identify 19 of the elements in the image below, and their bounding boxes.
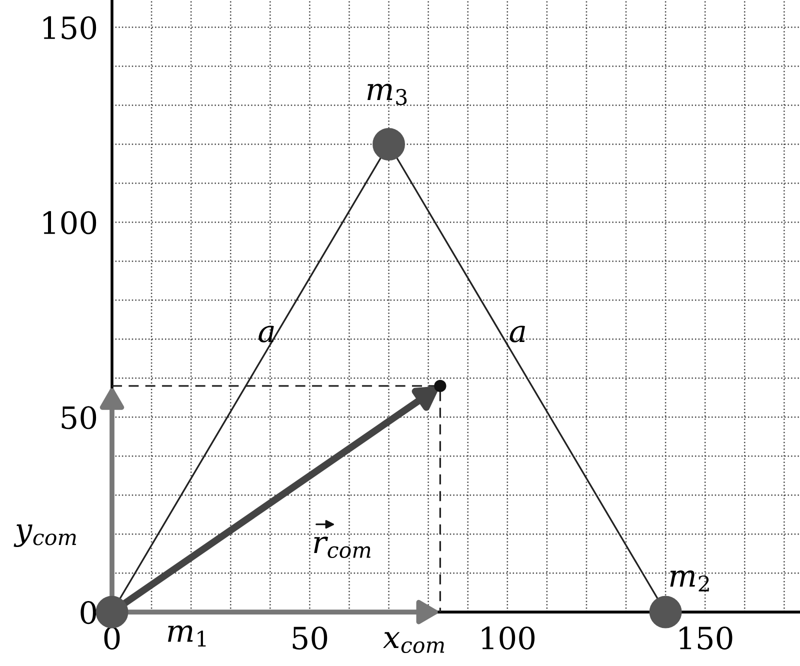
y-tick-label: 50: [62, 406, 96, 430]
x-tick-label: 50: [292, 626, 328, 650]
text: y$_{com}$: [14, 524, 76, 548]
annotation: a: [510, 326, 525, 342]
text: x$_{com}$: [383, 632, 444, 654]
annotation: m$_{3}$: [368, 84, 407, 106]
annotation: m$_{2}$: [670, 570, 709, 592]
point: [649, 596, 682, 628]
x-tick-label: 100: [482, 626, 535, 650]
y-tick-label: 150: [44, 16, 96, 40]
y-tick-label: 0: [80, 600, 96, 624]
text: m$_{1}$: [168, 625, 206, 646]
point: [372, 128, 406, 160]
point: [96, 596, 128, 628]
x-tick-label: 150: [680, 626, 732, 650]
y-tick-label: 100: [44, 211, 96, 234]
annotation: r$_{com}$: [314, 536, 370, 558]
point: [434, 380, 446, 392]
annotation: a: [258, 326, 274, 342]
